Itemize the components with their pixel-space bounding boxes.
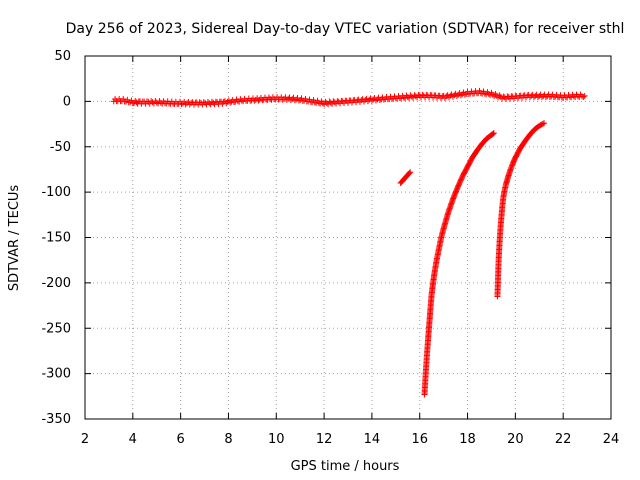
- x-tick-label: 24: [603, 432, 620, 447]
- data-point-baseline: [489, 91, 496, 98]
- data-point-baseline: [496, 92, 503, 99]
- x-tick-label: 12: [316, 432, 333, 447]
- x-axis-label: GPS time / hours: [291, 459, 400, 474]
- x-tick-label: 22: [555, 432, 572, 447]
- y-tick-label: -150: [41, 231, 71, 246]
- axis-ticks: 2 4 6 8 10 12 14 16 18 20 22 24500-50-100-150-200-2…: [41, 49, 619, 447]
- data-point-first-arc: [490, 130, 497, 137]
- y-tick-label: -300: [41, 367, 71, 382]
- x-tick-label: 14: [364, 432, 381, 447]
- data-point-baseline: [227, 99, 234, 106]
- y-tick-label: -100: [41, 185, 71, 200]
- data-point-baseline: [453, 93, 460, 100]
- x-tick-label: 10: [268, 432, 285, 447]
- y-tick-label: -50: [50, 140, 71, 155]
- chart-title: Day 256 of 2023, Sidereal Day-to-day VTE…: [66, 21, 625, 37]
- x-tick-label: 20: [507, 432, 524, 447]
- y-tick-label: 50: [54, 49, 71, 64]
- data-point-baseline: [581, 92, 588, 99]
- data-point-baseline: [485, 91, 492, 98]
- x-tick-label: 4: [129, 432, 137, 447]
- y-tick-label: -350: [41, 412, 71, 427]
- y-axis-label: SDTVAR / TECUs: [7, 185, 22, 292]
- x-tick-label: 6: [176, 432, 184, 447]
- x-tick-label: 8: [224, 432, 232, 447]
- x-tick-label: 16: [411, 432, 428, 447]
- data-point-baseline: [120, 96, 127, 103]
- data-point-baseline: [206, 100, 213, 107]
- data-point-baseline: [210, 99, 217, 106]
- data-point-first-arc: [490, 130, 497, 137]
- data-point-second-arc: [539, 120, 546, 127]
- y-tick-label: 0: [63, 94, 71, 109]
- data-point-baseline: [580, 93, 587, 100]
- x-tick-label: 2: [81, 432, 89, 447]
- data-point-isolated-segment: [406, 170, 413, 177]
- data-point-isolated-segment: [407, 169, 414, 176]
- data-point-baseline: [457, 92, 464, 99]
- data-point-baseline: [461, 91, 468, 98]
- plot-frame: [84, 55, 612, 420]
- x-tick-label: 18: [459, 432, 476, 447]
- y-tick-label: -200: [41, 276, 71, 291]
- data-marks: [110, 87, 588, 398]
- grid: [85, 56, 611, 419]
- data-point-second-arc: [541, 120, 548, 127]
- y-tick-label: -250: [41, 321, 71, 336]
